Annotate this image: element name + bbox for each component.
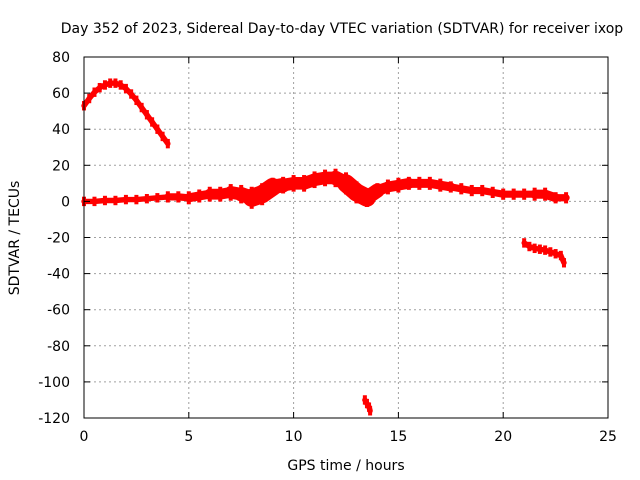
y-tick-label: 80 — [52, 50, 70, 66]
y-tick-label: -20 — [47, 231, 70, 247]
x-tick-label: 10 — [285, 429, 303, 445]
chart-title: Day 352 of 2023, Sidereal Day-to-day VTE… — [61, 21, 624, 37]
x-tick-label: 25 — [599, 429, 617, 445]
axis-ticks: 0 5 10 15 20 25 -120 -100 -80 -60 -40 -20 0 20 40 60 80 — [38, 50, 617, 445]
data-series — [362, 395, 373, 416]
data-series — [81, 78, 171, 149]
y-tick-label: -100 — [38, 375, 70, 391]
y-tick-label: -60 — [47, 303, 70, 319]
y-tick-label: 20 — [52, 158, 70, 174]
x-tick-label: 5 — [184, 429, 193, 445]
grid-lines — [84, 57, 608, 418]
y-tick-label: -40 — [47, 267, 70, 283]
data-series — [521, 238, 567, 268]
x-tick-label: 0 — [80, 429, 89, 445]
y-tick-label: 60 — [52, 86, 70, 102]
y-tick-label: -120 — [38, 411, 70, 427]
y-tick-label: -80 — [47, 339, 70, 355]
y-axis-label: SDTVAR / TECUs — [7, 181, 23, 296]
x-tick-label: 15 — [389, 429, 407, 445]
x-axis-label: GPS time / hours — [287, 458, 404, 474]
y-tick-label: 40 — [52, 122, 70, 138]
y-tick-label: 0 — [61, 194, 70, 210]
x-tick-label: 20 — [494, 429, 512, 445]
data-points — [81, 78, 570, 416]
